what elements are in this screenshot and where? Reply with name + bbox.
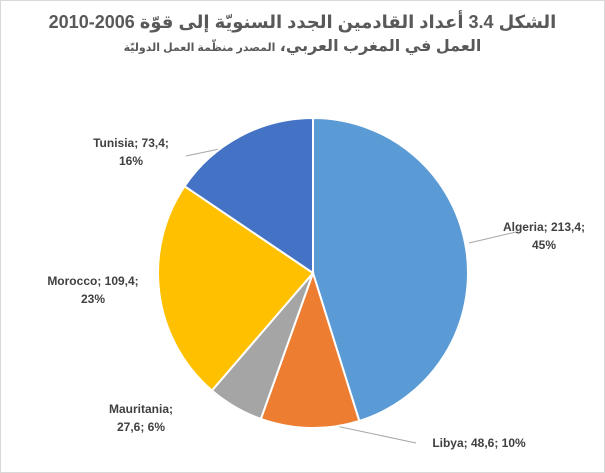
pie-slice	[312, 116, 469, 423]
data-label: 45%	[532, 238, 556, 252]
data-label: Morocco; 109,4;	[47, 274, 138, 288]
pie-slice	[157, 184, 315, 392]
chart-title: الشكل 3.4 أعداد القادمين الجدد السنويّة …	[48, 12, 557, 32]
data-label: Libya; 48,6; 10%	[432, 436, 526, 450]
pie-slice	[259, 269, 361, 429]
data-label: 27,6; 6%	[117, 420, 165, 434]
pie-slice	[183, 116, 314, 275]
chart-title: العمل في المغرب العربي،	[279, 38, 482, 55]
data-label: 16%	[119, 154, 143, 168]
title-line: العمل في المغرب العربي، المصدر منظّمة ال…	[1, 35, 604, 60]
data-label: Tunisia; 73,4;	[93, 136, 169, 150]
chart-subtitle: المصدر منظّمة العمل الدوليّة	[123, 42, 276, 54]
leader-line	[335, 425, 417, 444]
data-label: Algeria; 213,4;	[503, 220, 585, 234]
data-label: Mauritania;	[109, 402, 173, 416]
header: الشكل 3.4 أعداد القادمين الجدد السنويّة …	[1, 9, 604, 60]
data-label: 23%	[81, 292, 105, 306]
leader-line	[468, 231, 517, 244]
